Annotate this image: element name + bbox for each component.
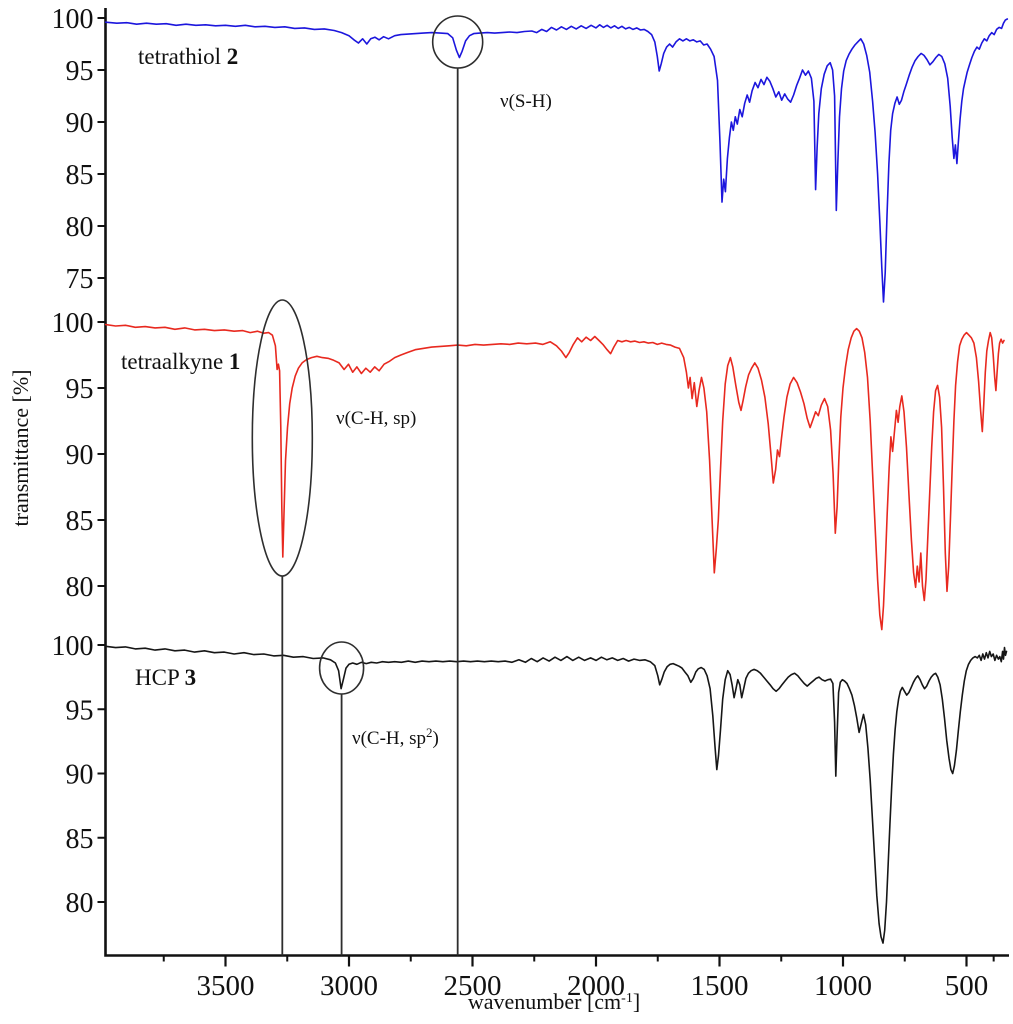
y-tick-label: 95 <box>66 374 94 405</box>
series-label-hcp-3: HCP 3 <box>135 665 196 690</box>
x-tick-label: 1500 <box>691 970 749 1002</box>
y-tick-label: 80 <box>66 572 94 603</box>
annotation-label-ch-sp2-stretch: ν(C-H, sp2) <box>352 725 439 750</box>
x-axis-title: wavenumber [cm-1] <box>468 989 640 1014</box>
series-label-number: 1 <box>229 349 241 374</box>
series-layer <box>104 18 1009 944</box>
annotation-label-sh-stretch: ν(S-H) <box>500 91 552 112</box>
y-tick-label: 75 <box>66 264 94 295</box>
spectrum-tetraalkyne-1 <box>104 323 1005 631</box>
series-label-tetrathiol-2: tetrathiol 2 <box>138 44 238 69</box>
x-tick-label: 3500 <box>197 970 255 1002</box>
series-label-number: 2 <box>227 44 239 69</box>
y-tick-label: 90 <box>66 440 94 471</box>
x-tick-label: 2500 <box>444 970 502 1002</box>
y-tick-label: 95 <box>66 695 94 726</box>
annotation-marker <box>431 15 484 69</box>
y-tick-label: 100 <box>52 308 94 339</box>
y-tick-label: 85 <box>66 160 94 191</box>
annotation-markers-layer <box>251 15 484 956</box>
y-tick-label: 100 <box>52 631 94 662</box>
x-tick-label: 1000 <box>814 970 872 1002</box>
series-label-tetraalkyne-1: tetraalkyne 1 <box>121 349 240 374</box>
y-tick-label: 90 <box>66 108 94 139</box>
series-label-text: HCP <box>135 665 179 690</box>
spectrum-hcp-3 <box>104 645 1008 944</box>
y-tick-label: 80 <box>66 212 94 243</box>
y-tick-label: 80 <box>66 888 94 919</box>
y-tick-label: 100 <box>52 4 94 35</box>
y-tick-label: 90 <box>66 760 94 791</box>
annotation-label-ch-sp-stretch: ν(C-H, sp) <box>336 408 416 429</box>
x-tick-label: 2000 <box>567 970 625 1002</box>
x-tick-label: 500 <box>945 970 989 1002</box>
spectrum-tetrathiol-2 <box>104 18 1009 303</box>
series-label-text: tetraalkyne <box>121 349 223 374</box>
y-tick-label: 85 <box>66 506 94 537</box>
y-tick-label: 95 <box>66 56 94 87</box>
series-label-number: 3 <box>185 665 197 690</box>
series-label-text: tetrathiol <box>138 44 221 69</box>
y-tick-label: 85 <box>66 824 94 855</box>
y-axis-title: transmittance [%] <box>8 370 33 527</box>
x-tick-label: 3000 <box>320 970 378 1002</box>
